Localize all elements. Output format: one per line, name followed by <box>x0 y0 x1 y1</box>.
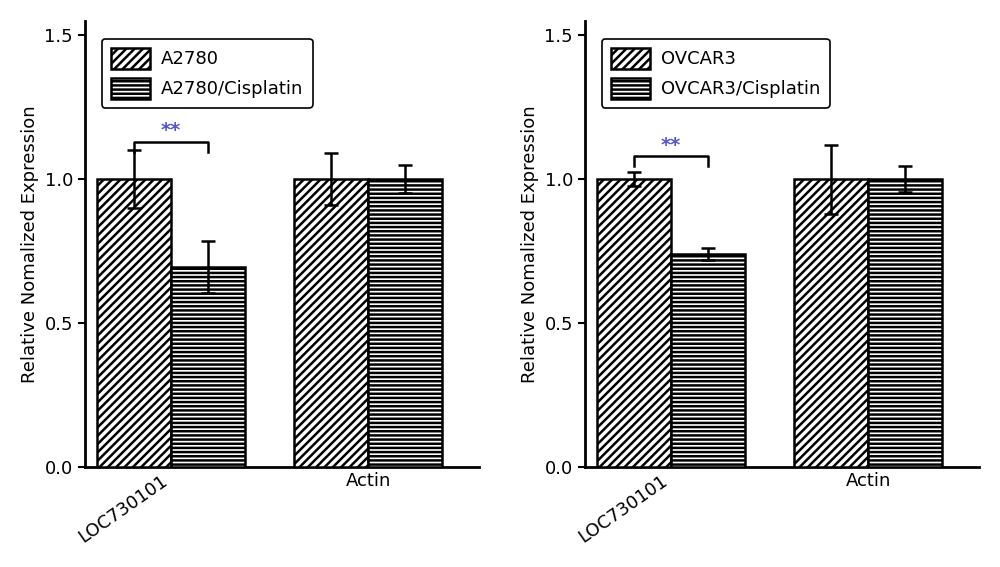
Y-axis label: Relative Nomalized Expression: Relative Nomalized Expression <box>521 105 539 383</box>
Bar <box>171 267 245 467</box>
Bar <box>368 179 442 467</box>
Bar <box>868 179 942 467</box>
Y-axis label: Relative Nomalized Expression: Relative Nomalized Expression <box>21 105 39 383</box>
Legend: A2780, A2780/Cisplatin: A2780, A2780/Cisplatin <box>102 39 313 108</box>
Bar <box>97 179 171 467</box>
Text: **: ** <box>161 121 181 140</box>
Legend: OVCAR3, OVCAR3/Cisplatin: OVCAR3, OVCAR3/Cisplatin <box>602 39 830 108</box>
Bar <box>597 179 671 467</box>
Bar <box>294 179 368 467</box>
Text: **: ** <box>661 136 681 155</box>
Bar <box>794 179 868 467</box>
Bar <box>671 254 745 467</box>
